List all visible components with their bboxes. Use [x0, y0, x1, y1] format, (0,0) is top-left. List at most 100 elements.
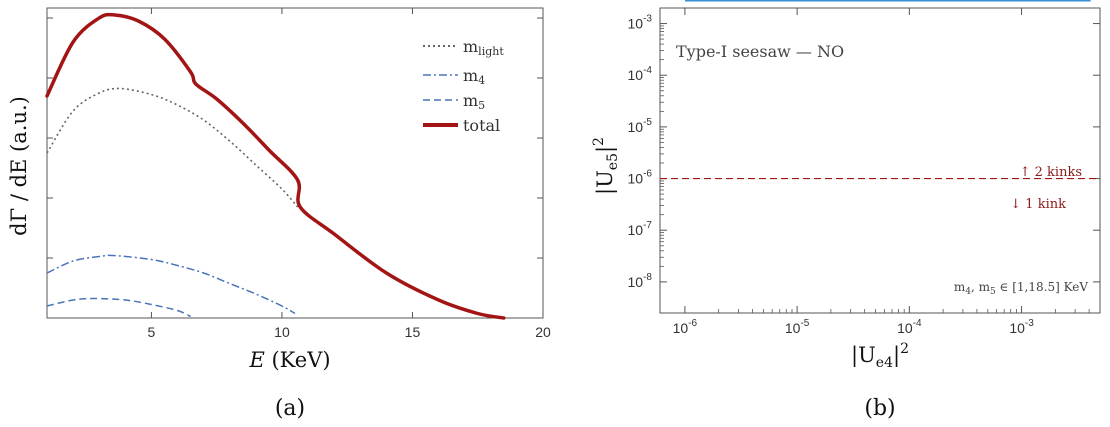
scatter-point [818, 0, 820, 2]
scatter-point [736, 0, 739, 2]
panel-b-xtick-label: 10-3 [1009, 318, 1034, 336]
scatter-point [1061, 0, 1064, 2]
scatter-point [813, 0, 816, 2]
scatter-point [777, 0, 780, 2]
scatter-point [698, 0, 700, 2]
scatter-point [825, 0, 827, 2]
scatter-point [911, 0, 913, 2]
scatter-point [1024, 0, 1027, 2]
scatter-point [990, 0, 993, 2]
legend-label-m4: m4 [463, 66, 485, 87]
panel-a-xtick-label: 10 [274, 324, 290, 340]
scatter-point [1076, 0, 1078, 2]
scatter-point [1004, 0, 1006, 2]
scatter-point [946, 0, 948, 2]
scatter-point [1088, 0, 1090, 2]
scatter-point [689, 0, 692, 2]
panel-a-line-chart: 5 10 15 20 mlight m4 m5 total E (KeV) dΓ / … [7, 7, 551, 421]
scatter-point [989, 0, 992, 2]
panel-a-caption: (a) [275, 396, 305, 421]
mass-range-note: m4, m5 ∈ [1,18.5] KeV [954, 280, 1088, 297]
scatter-point [940, 0, 943, 2]
scatter-point [757, 0, 760, 2]
scatter-point [1006, 0, 1009, 2]
scatter-point [873, 0, 876, 2]
scatter-point [955, 0, 958, 2]
scatter-point [1072, 0, 1075, 2]
scatter-point [759, 0, 762, 2]
series-line-m4 [46, 254, 296, 315]
scatter-point [886, 0, 889, 2]
scatter-point [1040, 0, 1043, 2]
scatter-point [877, 0, 880, 2]
scatter-point [1038, 0, 1041, 2]
scatter-point [919, 0, 921, 2]
scatter-point [1002, 0, 1004, 2]
scatter-point [970, 0, 973, 2]
panel-a-curves [45, 12, 506, 320]
scatter-point [945, 0, 947, 2]
scatter-point [812, 0, 815, 2]
scatter-point [881, 0, 883, 2]
scatter-point [784, 0, 786, 2]
scatter-point [751, 0, 754, 2]
scatter-point [721, 0, 724, 2]
scatter-point [788, 0, 791, 2]
panel-b-scatter-chart: 10-6 10-5 10-4 10-3 10-8 10-7 10-6 10-5 10-4 10-3… [591, 0, 1101, 421]
scatter-point [1008, 0, 1010, 2]
scatter-point [799, 0, 802, 2]
scatter-point [988, 0, 990, 2]
scatter-point [735, 0, 737, 2]
scatter-point [848, 0, 851, 2]
scatter-point [1049, 0, 1052, 2]
series-line-total [45, 12, 506, 320]
panel-a-ylabel: dΓ / dE (a.u.) [7, 96, 31, 236]
scatter-point [777, 0, 779, 2]
scatter-point [865, 0, 867, 2]
scatter-point [927, 0, 930, 2]
scatter-point [744, 0, 747, 2]
scatter-point [962, 0, 965, 2]
scatter-point [943, 0, 945, 2]
scatter-point [898, 0, 900, 2]
scatter-point [987, 0, 990, 2]
scatter-point [775, 0, 777, 2]
scatter-point [694, 0, 696, 2]
scatter-point [957, 0, 960, 2]
scatter-point [842, 0, 844, 2]
scatter-point [1000, 0, 1002, 2]
scatter-point [1069, 0, 1072, 2]
scatter-point [745, 0, 747, 2]
scatter-point [883, 0, 886, 2]
scatter-point [959, 0, 961, 2]
kink-below-label: ↓ 1 kink [1010, 197, 1066, 212]
scatter-point [1011, 0, 1013, 2]
scatter-point [718, 0, 720, 2]
scatter-point [700, 0, 702, 2]
scatter-point [869, 0, 871, 2]
scatter-point [850, 0, 853, 2]
panel-b-ticks: 10-6 10-5 10-4 10-3 10-8 10-7 10-6 10-5 10-4 10-3 [628, 7, 1101, 336]
panel-a-xtick-label: 20 [535, 324, 551, 340]
scatter-point [725, 0, 727, 2]
annotation-type-i-seesaw: Type-I seesaw — NO [676, 42, 844, 61]
scatter-point [1045, 0, 1047, 2]
scatter-point [977, 0, 980, 2]
scatter-point [907, 0, 909, 2]
scatter-point [1029, 0, 1032, 2]
scatter-point [1044, 0, 1047, 2]
scatter-point [762, 0, 765, 2]
scatter-point [1009, 0, 1012, 2]
scatter-point [998, 0, 1000, 2]
scatter-point [780, 0, 783, 2]
scatter-point [882, 0, 884, 2]
scatter-point [723, 0, 726, 2]
scatter-point [719, 0, 722, 2]
scatter-point [980, 0, 982, 2]
scatter-point [1064, 0, 1067, 2]
scatter-point [702, 0, 705, 2]
scatter-point [902, 0, 905, 2]
scatter-point [732, 0, 735, 2]
panel-b-ytick-label: 10-5 [628, 117, 653, 135]
scatter-point [1031, 0, 1034, 2]
